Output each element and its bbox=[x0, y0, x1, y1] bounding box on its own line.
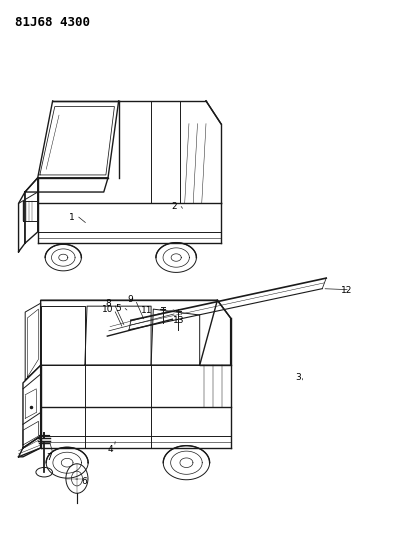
Text: 10: 10 bbox=[102, 305, 114, 314]
Text: 5: 5 bbox=[115, 304, 121, 313]
Text: 13: 13 bbox=[172, 316, 184, 325]
Text: 7: 7 bbox=[46, 453, 52, 462]
Text: 6: 6 bbox=[82, 477, 87, 486]
Text: 9: 9 bbox=[127, 295, 133, 304]
Text: 3: 3 bbox=[295, 373, 301, 382]
Text: 11: 11 bbox=[141, 306, 153, 316]
Text: 2: 2 bbox=[172, 203, 177, 212]
Text: 1: 1 bbox=[69, 213, 75, 222]
Text: 81J68 4300: 81J68 4300 bbox=[15, 16, 90, 29]
Text: 8: 8 bbox=[105, 299, 111, 308]
Text: 12: 12 bbox=[342, 286, 353, 295]
Text: 4: 4 bbox=[108, 445, 113, 454]
